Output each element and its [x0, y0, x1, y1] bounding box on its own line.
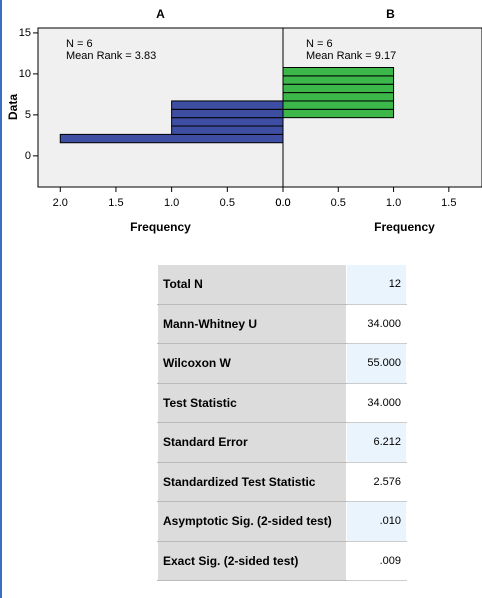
- table-row: Exact Sig. (2-sided test) .009: [157, 540, 407, 581]
- y-tick-label: 15: [19, 27, 31, 39]
- value-cell: 12: [346, 264, 407, 305]
- label-cell: Wilcoxon W: [157, 343, 347, 384]
- bar: [171, 100, 284, 110]
- table-row: Mann-Whitney U 34.000: [157, 303, 407, 344]
- bar: [171, 108, 284, 119]
- y-tick-label: 0: [25, 150, 31, 162]
- x-axis-label: Frequency: [374, 220, 435, 234]
- value-cell: 55.000: [346, 343, 407, 384]
- bar: [171, 125, 284, 135]
- panel-title: B: [386, 7, 395, 21]
- y-tick-label: 5: [25, 109, 31, 121]
- table-row: Test Statistic 34.000: [157, 382, 407, 423]
- x-tick-label: 1.5: [441, 197, 456, 209]
- value-cell: .010: [346, 501, 407, 542]
- table-row: Standardized Test Statistic 2.576: [157, 461, 407, 502]
- bar: [282, 75, 395, 85]
- table-row: Asymptotic Sig. (2-sided test) .010: [157, 501, 407, 542]
- bar: [171, 117, 284, 127]
- x-tick-label: 0.5: [220, 197, 235, 209]
- annotation: Mean Rank = 9.17: [306, 50, 396, 62]
- label-cell: Asymptotic Sig. (2-sided test): [157, 501, 347, 542]
- panel-title: A: [156, 7, 165, 21]
- window-edge: [0, 0, 2, 598]
- annotation: Mean Rank = 3.83: [66, 50, 156, 62]
- value-cell: 6.212: [346, 422, 407, 463]
- annotation: N = 6: [66, 38, 93, 50]
- table-row: Standard Error 6.212: [157, 422, 407, 463]
- y-axis-label: Data: [6, 94, 20, 120]
- bar: [282, 100, 395, 110]
- label-cell: Standardized Test Statistic: [157, 461, 347, 502]
- x-tick-label: 2.0: [53, 197, 68, 209]
- value-cell: 2.576: [346, 461, 407, 502]
- table-row: Total N 12: [157, 264, 407, 305]
- bar: [282, 92, 395, 102]
- label-cell: Test Statistic: [157, 382, 347, 423]
- x-tick-label: 0.0: [275, 197, 290, 209]
- bar: [282, 67, 395, 77]
- label-cell: Mann-Whitney U: [157, 303, 347, 344]
- annotation: N = 6: [306, 38, 333, 50]
- bar: [59, 133, 284, 144]
- label-cell: Standard Error: [157, 422, 347, 463]
- x-tick-label: 0.5: [331, 197, 346, 209]
- x-tick-label: 0.0: [275, 197, 290, 209]
- value-cell: 34.000: [346, 303, 407, 344]
- x-axis-label: Frequency: [130, 220, 191, 234]
- bar: [282, 83, 395, 94]
- table-row: Wilcoxon W 55.000: [157, 343, 407, 384]
- x-tick-label: 1.5: [108, 197, 123, 209]
- y-tick-label: 10: [19, 68, 31, 80]
- bar: [282, 108, 395, 119]
- x-tick-label: 1.0: [164, 197, 179, 209]
- label-cell: Exact Sig. (2-sided test): [157, 540, 347, 581]
- value-cell: 34.000: [346, 382, 407, 423]
- label-cell: Total N: [157, 264, 347, 305]
- value-cell: .009: [346, 540, 407, 581]
- x-tick-label: 1.0: [386, 197, 401, 209]
